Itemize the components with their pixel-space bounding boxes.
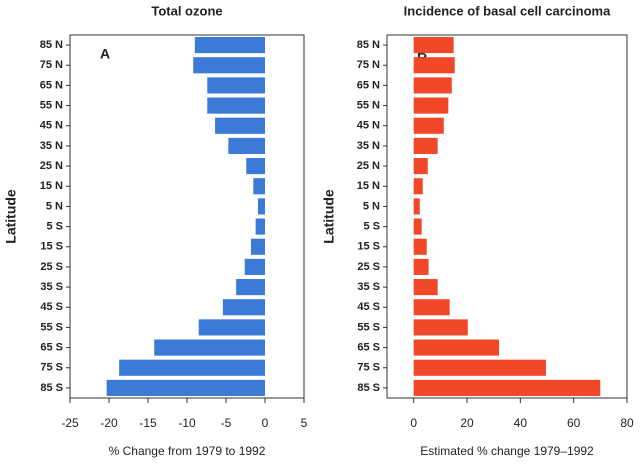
x-tick-label: 40 [514, 416, 528, 430]
y-tick-label: 35 S [40, 281, 63, 293]
bar [413, 359, 546, 376]
y-tick-label: 5 S [363, 220, 380, 232]
y-tick-label: 45 N [357, 120, 380, 132]
y-tick-label: 5 N [46, 200, 63, 212]
x-tick-label: -10 [178, 416, 196, 430]
y-tick-label: 25 S [357, 261, 380, 273]
chart-title: Total ozone [151, 3, 222, 18]
x-tick-label: 0 [410, 416, 417, 430]
bar [413, 279, 438, 296]
y-tick-label: 25 N [40, 160, 63, 172]
annotation: B [417, 46, 427, 62]
y-tick-label: 55 N [357, 99, 380, 111]
bar [413, 258, 429, 275]
y-tick-label: 15 N [40, 180, 63, 192]
y-tick-label: 65 N [40, 79, 63, 91]
x-tick-label: 20 [460, 416, 474, 430]
y-tick-label: 65 S [357, 341, 380, 353]
y-tick-label: 65 S [40, 341, 63, 353]
bar [207, 97, 265, 114]
x-tick-label: -15 [139, 416, 157, 430]
annotation: A [100, 46, 110, 62]
y-tick-label: 25 S [40, 261, 63, 273]
y-tick-label: 75 S [357, 362, 380, 374]
bar [106, 379, 265, 396]
y-tick-label: 55 S [357, 321, 380, 333]
y-tick-label: 85 N [40, 39, 63, 51]
x-axis-label: Estimated % change 1979–1992 [420, 444, 594, 458]
bar [246, 158, 265, 175]
bar [215, 117, 265, 134]
x-tick-label: 80 [620, 416, 634, 430]
bar [413, 198, 420, 215]
y-tick-label: 15 S [40, 241, 63, 253]
y-tick-label: 35 N [40, 140, 63, 152]
bar [413, 57, 455, 74]
y-tick-label: 15 S [357, 241, 380, 253]
x-axis-label: % Change from 1979 to 1992 [109, 444, 266, 458]
y-tick-label: 65 N [357, 79, 380, 91]
x-tick-label: -20 [100, 416, 118, 430]
plot-frame [386, 34, 628, 399]
y-tick-label: 85 S [357, 382, 380, 394]
bar [194, 37, 265, 54]
bar [413, 178, 423, 195]
y-tick-label: 5 N [363, 200, 380, 212]
y-tick-label: 25 N [357, 160, 380, 172]
y-tick-label: 35 S [357, 281, 380, 293]
x-tick-label: -25 [61, 416, 79, 430]
bar [413, 339, 499, 356]
y-tick-label: 75 N [357, 59, 380, 71]
y-tick-label: 45 S [357, 301, 380, 313]
bar [413, 299, 450, 316]
bar [250, 238, 265, 255]
bar [222, 299, 265, 316]
y-tick-label: 35 N [357, 140, 380, 152]
x-tick-label: 0 [262, 416, 269, 430]
bar [236, 279, 265, 296]
y-tick-label: 5 S [46, 220, 63, 232]
bar [413, 97, 449, 114]
x-tick-label: -5 [221, 416, 232, 430]
bar [253, 178, 265, 195]
bar [413, 117, 444, 134]
bar [413, 379, 601, 396]
y-axis-label: Latitude [321, 189, 337, 244]
bar [413, 77, 452, 94]
y-tick-label: 85 N [357, 39, 380, 51]
bar [413, 218, 422, 235]
chart-title: Incidence of basal cell carcinoma [404, 3, 611, 18]
y-tick-label: 75 N [40, 59, 63, 71]
bar [244, 258, 265, 275]
bar [154, 339, 265, 356]
bar [413, 238, 427, 255]
bar [413, 37, 454, 54]
y-tick-label: 15 N [357, 180, 380, 192]
y-tick-label: 45 N [40, 120, 63, 132]
bar [198, 319, 265, 336]
bar [255, 218, 265, 235]
bar [193, 57, 265, 74]
y-tick-label: 85 S [40, 382, 63, 394]
bar [413, 137, 438, 154]
y-tick-label: 55 S [40, 321, 63, 333]
y-tick-label: 55 N [40, 99, 63, 111]
x-tick-label: 5 [301, 416, 308, 430]
y-tick-label: 75 S [40, 362, 63, 374]
y-axis-label: Latitude [3, 189, 19, 244]
bar [119, 359, 265, 376]
y-tick-label: 45 S [40, 301, 63, 313]
bar [413, 158, 428, 175]
bar [207, 77, 265, 94]
bar [228, 137, 265, 154]
bar [257, 198, 265, 215]
x-tick-label: 60 [567, 416, 581, 430]
bar [413, 319, 468, 336]
